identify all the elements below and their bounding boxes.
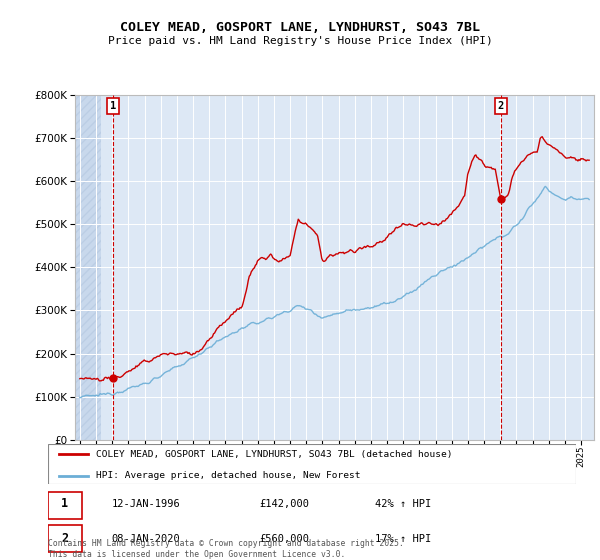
Text: £142,000: £142,000 bbox=[259, 499, 309, 509]
Bar bbox=[48, 525, 82, 552]
Text: Price paid vs. HM Land Registry's House Price Index (HPI): Price paid vs. HM Land Registry's House … bbox=[107, 36, 493, 46]
Bar bbox=[75, 95, 101, 440]
Text: 17% ↑ HPI: 17% ↑ HPI bbox=[376, 534, 431, 544]
Text: 42% ↑ HPI: 42% ↑ HPI bbox=[376, 499, 431, 509]
Text: 1: 1 bbox=[110, 101, 116, 111]
Text: £560,000: £560,000 bbox=[259, 534, 309, 544]
Bar bbox=[75, 95, 101, 440]
Text: Contains HM Land Registry data © Crown copyright and database right 2025.
This d: Contains HM Land Registry data © Crown c… bbox=[48, 539, 404, 559]
Text: HPI: Average price, detached house, New Forest: HPI: Average price, detached house, New … bbox=[95, 471, 360, 480]
Text: 1: 1 bbox=[61, 497, 68, 511]
Text: 12-JAN-1996: 12-JAN-1996 bbox=[112, 499, 180, 509]
Text: COLEY MEAD, GOSPORT LANE, LYNDHURST, SO43 7BL (detached house): COLEY MEAD, GOSPORT LANE, LYNDHURST, SO4… bbox=[95, 450, 452, 459]
Text: COLEY MEAD, GOSPORT LANE, LYNDHURST, SO43 7BL: COLEY MEAD, GOSPORT LANE, LYNDHURST, SO4… bbox=[120, 21, 480, 34]
Text: 2: 2 bbox=[498, 101, 504, 111]
Bar bbox=[48, 492, 82, 519]
Text: 2: 2 bbox=[61, 533, 68, 545]
Text: 08-JAN-2020: 08-JAN-2020 bbox=[112, 534, 180, 544]
